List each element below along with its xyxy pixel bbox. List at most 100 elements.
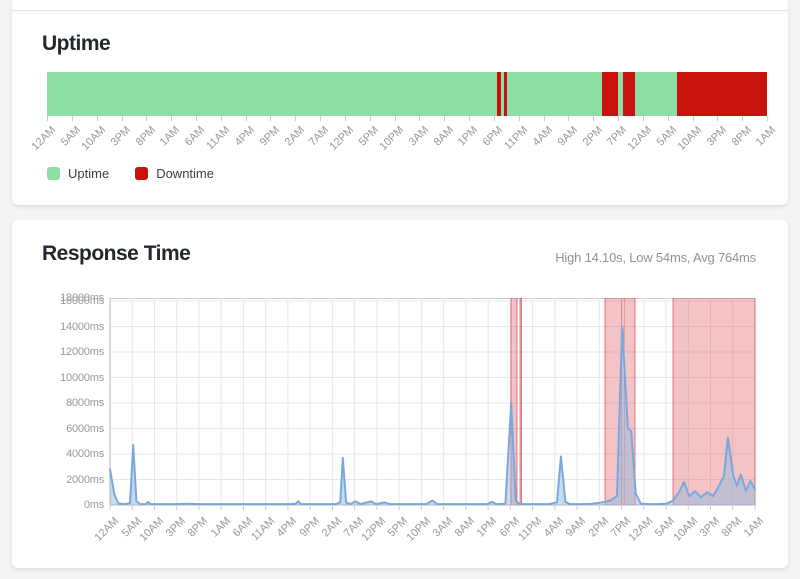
x-tick-label: 9AM [564,515,589,540]
axis-tick [220,116,222,121]
axis-tick [767,116,768,121]
axis-tick [543,116,545,121]
axis-tick [295,116,297,121]
x-tick-label: 3PM [108,124,133,149]
downtime-segment [623,72,636,116]
uptime-axis-ticks [47,116,768,122]
axis-tick [493,116,495,121]
x-tick-label: 8PM [729,124,754,149]
x-tick-label: 3AM [406,124,431,149]
response-time-plot[interactable] [109,298,756,510]
y-tick-label: 16000ms [60,295,104,307]
x-tick-label: 10AM [675,124,704,153]
axis-tick [369,116,371,121]
x-tick-label: 6AM [183,124,208,149]
downtime-segment [601,72,619,116]
axis-tick [121,116,123,121]
y-tick-label: 14000ms [60,320,104,333]
downtime-swatch-icon [135,167,149,180]
x-tick-label: 11AM [204,124,233,153]
downtime-segment [503,72,507,116]
x-tick-label: 11PM [515,515,545,544]
x-tick-label: 2PM [580,124,605,149]
x-tick-label: 4AM [541,515,567,540]
x-tick-label: 8PM [719,515,745,540]
x-tick-label: 1AM [754,124,779,149]
y-tick-label: 0ms [83,499,104,511]
response-x-axis-labels: 12AM 5AM 10AM 3PM 8PM 1AM 6AM 11AM 4PM 9PM 2AM 7AM 1… [93,512,767,562]
uptime-swatch-icon [47,167,60,180]
axis-tick [419,116,421,121]
response-y-axis-labels: 0ms 2000ms 4000ms 6000ms 8000ms 10000ms 12000m… [12,292,104,511]
x-tick-label: 9AM [555,124,580,149]
x-tick-label: 12AM [92,515,122,544]
x-tick-label: 4PM [274,515,300,540]
x-tick-label: 1PM [456,124,481,149]
uptime-card: Uptime 12AM 5AM 10AM 3PM 8PM 1AM 6AM 11AM 4PM 9PM… [12,0,788,205]
x-tick-label: 2PM [586,515,611,540]
downtime-segment [497,72,502,116]
x-tick-label: 10AM [79,124,109,153]
x-tick-label: 10PM [404,515,433,544]
y-tick-label: 8000ms [66,397,104,409]
x-tick-label: 8AM [431,124,456,149]
axis-tick [742,116,744,121]
axis-tick [692,116,694,121]
uptime-timeline-bar[interactable] [47,72,767,116]
y-tick-label: 6000ms [66,422,104,435]
axis-tick [618,116,619,121]
y-tick-label: 2000ms [66,473,104,486]
uptime-legend: Uptime Downtime [47,166,214,181]
x-tick-label: 4AM [530,124,556,149]
axis-tick [71,116,73,121]
x-tick-label: 9PM [297,515,322,540]
legend-item-uptime: Uptime [47,166,109,181]
x-tick-label: 4PM [232,124,258,149]
x-tick-label: 2AM [282,124,307,149]
x-tick-label: 1AM [208,515,233,540]
axis-tick [667,116,669,121]
x-tick-label: 3AM [430,515,456,540]
response-time-card: Response Time High 14.10s, Low 54ms, Avg… [12,220,788,568]
y-tick-label: 18000ms [60,292,104,304]
downtime-segment [677,72,767,116]
axis-tick [444,116,446,121]
x-tick-label: 10PM [377,124,407,153]
x-tick-label: 2AM [319,515,344,540]
x-tick-label: 8PM [186,515,211,540]
legend-label-uptime: Uptime [68,166,110,181]
axis-tick [568,116,570,121]
x-tick-label: 6PM [480,124,506,149]
x-tick-label: 10AM [137,515,166,544]
x-tick-label: 12AM [625,124,655,153]
x-tick-label: 9PM [257,124,282,149]
axis-tick [717,116,719,121]
axis-tick [245,116,247,121]
axis-tick [593,116,595,121]
x-tick-label: 11AM [248,515,278,544]
x-tick-label: 1PM [475,515,500,540]
uptime-title: Uptime [42,32,111,55]
x-tick-label: 3PM [163,515,189,540]
axis-tick [196,116,197,121]
y-tick-label: 12000ms [60,346,104,358]
axis-tick [47,116,48,121]
response-time-summary: High 14.10s, Low 54ms, Avg 764ms [555,250,756,265]
axis-tick [344,116,346,121]
y-tick-label: 10000ms [60,371,104,384]
axis-tick [146,116,148,121]
card-top-divider [12,10,788,11]
legend-label-downtime: Downtime [156,166,214,181]
axis-tick [394,116,396,121]
x-tick-label: 12AM [626,515,656,544]
axis-tick [320,116,322,121]
x-tick-label: 12PM [359,515,389,544]
x-tick-label: 1AM [742,515,767,540]
x-tick-label: 8PM [133,124,158,149]
y-tick-label: 4000ms [66,448,104,460]
x-tick-label: 3PM [697,515,722,540]
axis-tick [96,116,98,121]
legend-item-downtime: Downtime [135,166,214,181]
axis-tick [469,116,471,121]
